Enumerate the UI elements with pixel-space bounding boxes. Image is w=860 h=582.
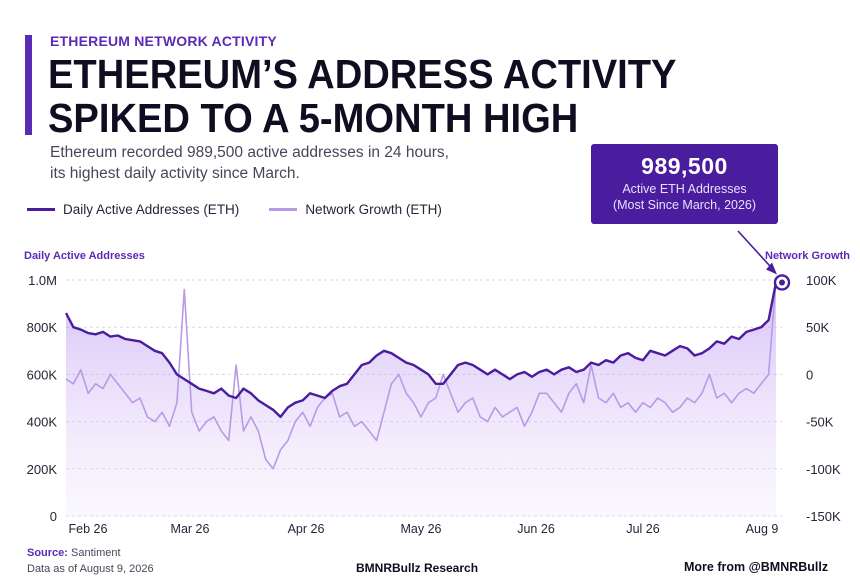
headline-line-2: SPIKED TO A 5-MONTH HIGH bbox=[48, 95, 579, 141]
active-addresses-area bbox=[66, 282, 776, 516]
legend-label-network-growth: Network Growth (ETH) bbox=[305, 202, 442, 217]
peak-marker-dot bbox=[779, 279, 785, 286]
footer-source: Source: Santiment Data as of August 9, 2… bbox=[27, 545, 154, 577]
right-axis-title: Network Growth bbox=[765, 250, 850, 262]
x-tick-label: Apr 26 bbox=[288, 522, 325, 536]
x-tick-label: Mar 26 bbox=[171, 522, 210, 536]
headline: ETHEREUM’S ADDRESS ACTIVITY SPIKED TO A … bbox=[48, 52, 677, 140]
right-tick-label: 50K bbox=[806, 320, 829, 335]
accent-bar bbox=[25, 35, 32, 135]
network-growth-line bbox=[65, 279, 777, 470]
right-tick-label: 0 bbox=[806, 367, 813, 382]
right-tick-label: -50K bbox=[806, 415, 834, 430]
active-addresses-line bbox=[64, 282, 778, 419]
legend-item-active-addresses: Daily Active Addresses (ETH) bbox=[27, 202, 239, 217]
left-tick-label: 0 bbox=[50, 509, 57, 524]
callout-arrow-head bbox=[766, 262, 777, 275]
callout-line-1: Active ETH Addresses bbox=[622, 182, 747, 196]
left-axis-title: Daily Active Addresses bbox=[24, 250, 145, 262]
left-tick-label: 400K bbox=[27, 415, 58, 430]
chart-legend: Daily Active Addresses (ETH) Network Gro… bbox=[27, 202, 472, 217]
left-tick-label: 200K bbox=[27, 462, 58, 477]
footer-more-link[interactable]: More from @BMNRBullz bbox=[684, 560, 829, 574]
source-line: Source: Santiment bbox=[27, 545, 154, 561]
right-tick-label: -150K bbox=[806, 509, 841, 524]
source-value: Santiment bbox=[71, 547, 121, 559]
x-tick-label: Jul 26 bbox=[626, 522, 659, 536]
x-tick-label: May 26 bbox=[401, 522, 442, 536]
source-label: Source: bbox=[27, 547, 68, 559]
right-tick-label: 100K bbox=[806, 273, 837, 288]
legend-label-active-addresses: Daily Active Addresses (ETH) bbox=[63, 202, 240, 217]
x-tick-label: Feb 26 bbox=[69, 522, 108, 536]
subtitle: Ethereum recorded 989,500 active address… bbox=[50, 142, 570, 184]
left-tick-label: 800K bbox=[27, 320, 58, 335]
x-tick-label: Aug 9 bbox=[746, 522, 779, 536]
callout-value: 989,500 bbox=[641, 153, 728, 179]
callout-box: 989,500 Active ETH Addresses (Most Since… bbox=[591, 144, 778, 224]
left-tick-label: 1.0M bbox=[28, 273, 57, 288]
subtitle-line-2: its highest daily activity since March. bbox=[50, 165, 300, 182]
right-tick-label: -100K bbox=[806, 462, 841, 477]
callout-line-2: (Most Since March, 2026) bbox=[612, 198, 757, 212]
subtitle-line-1: Ethereum recorded 989,500 active address… bbox=[50, 144, 449, 161]
legend-swatch-active-addresses bbox=[27, 208, 55, 211]
legend-swatch-network-growth bbox=[269, 208, 298, 211]
headline-line-1: ETHEREUM’S ADDRESS ACTIVITY bbox=[48, 51, 677, 97]
callout-arrow-line bbox=[737, 230, 775, 272]
left-tick-label: 600K bbox=[27, 367, 58, 382]
legend-item-network-growth: Network Growth (ETH) bbox=[269, 202, 442, 217]
kicker: ETHEREUM NETWORK ACTIVITY bbox=[50, 33, 277, 49]
footer-brand: BMNRBullz Research bbox=[356, 561, 479, 575]
data-as-of: Data as of August 9, 2026 bbox=[27, 563, 154, 575]
x-tick-label: Jun 26 bbox=[517, 522, 555, 536]
